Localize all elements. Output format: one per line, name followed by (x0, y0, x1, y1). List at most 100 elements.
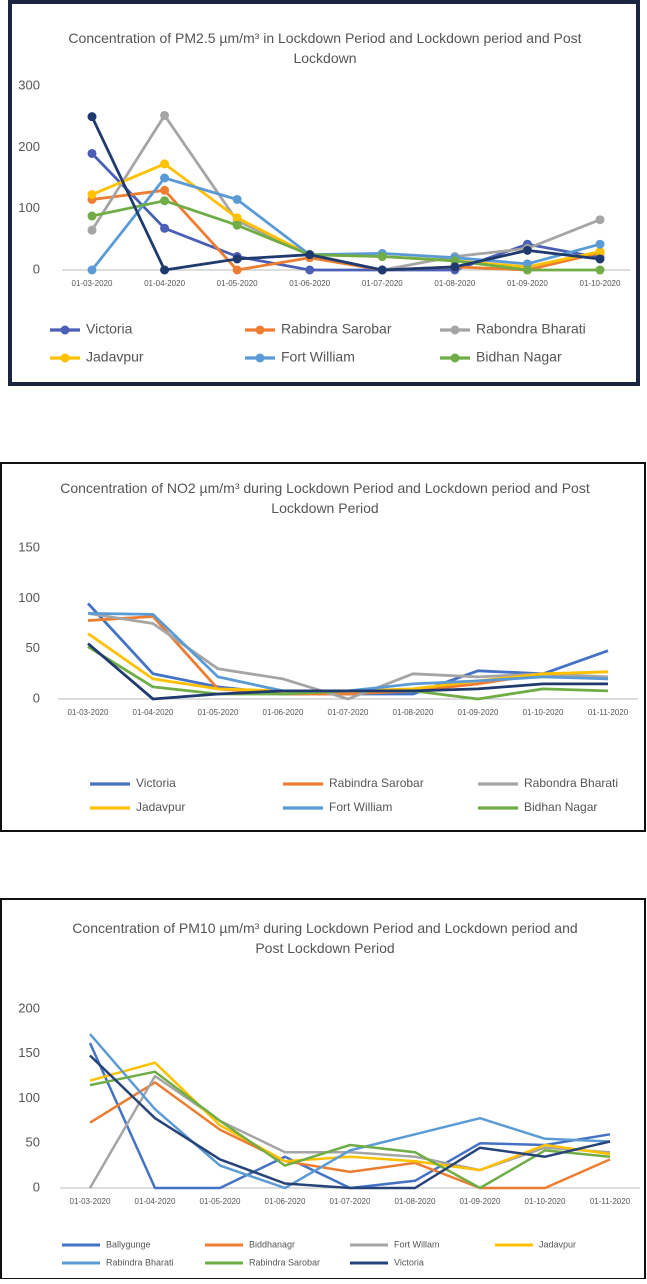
point (232, 213, 242, 223)
x-tick-label: 01-03-2020 (70, 1197, 111, 1206)
point (305, 265, 315, 275)
series-line (87, 642, 608, 701)
point (160, 265, 170, 275)
x-tick-label: 01-07-2020 (362, 279, 403, 288)
legend-label: Jadavpur (86, 349, 144, 365)
legend-label: Jadavpur (539, 1239, 576, 1249)
x-tick-label: 01-03-2020 (68, 708, 109, 717)
point (87, 190, 97, 200)
y-tick-label: 50 (26, 1135, 40, 1150)
point (160, 159, 170, 169)
x-tick-label: 01-10-2020 (525, 1197, 566, 1206)
y-tick-label: 100 (18, 200, 40, 215)
legend-label: Fort William (329, 800, 392, 814)
x-tick-label: 01-08-2020 (393, 708, 434, 717)
point (522, 265, 532, 275)
point (522, 245, 532, 255)
x-tick-label: 01-04-2020 (135, 1197, 176, 1206)
point (87, 148, 97, 158)
y-tick-label: 150 (18, 539, 40, 554)
series-line (90, 116, 601, 272)
legend-marker (450, 325, 460, 335)
point (232, 194, 242, 204)
point (377, 252, 387, 262)
point (87, 211, 97, 221)
x-tick-label: 01-10-2020 (580, 279, 621, 288)
legend-label: Victoria (394, 1257, 424, 1267)
chart-title: Concentration of PM2.5 µm/m³ in Lockdown… (68, 30, 582, 66)
point (595, 239, 605, 249)
x-tick-label: 01-11-2020 (588, 708, 629, 717)
y-tick-label: 0 (33, 690, 40, 705)
point (595, 265, 605, 275)
legend-label: Victoria (86, 321, 133, 337)
x-tick-label: 01-08-2020 (395, 1197, 436, 1206)
series-line (89, 1081, 611, 1190)
legend-label: Rabondra Bharati (476, 321, 586, 337)
point (305, 250, 315, 260)
series-line (89, 1054, 611, 1190)
point (595, 254, 605, 264)
x-tick-label: 01-06-2020 (289, 279, 330, 288)
x-tick-label: 01-08-2020 (434, 279, 475, 288)
legend-label: Bidhan Nagar (476, 349, 562, 365)
y-tick-label: 100 (18, 590, 40, 605)
point (87, 225, 97, 235)
legend-label: Rabindra Sarobar (281, 321, 392, 337)
legend-label: Biddhanagr (249, 1239, 295, 1249)
legend-marker (60, 353, 70, 363)
x-tick-label: 01-05-2020 (198, 708, 239, 717)
series-line (91, 199, 600, 272)
legend-label: Fort William (281, 349, 355, 365)
legend-label: Victoria (136, 776, 176, 790)
y-tick-label: 200 (18, 1000, 40, 1015)
x-tick-label: 01-05-2020 (200, 1197, 241, 1206)
point (232, 254, 242, 264)
chart-title: Concentration of PM10 µm/m³ during Lockd… (72, 920, 578, 956)
x-tick-label: 01-09-2020 (458, 708, 499, 717)
legend-label: Ballygunge (106, 1239, 151, 1249)
y-tick-label: 50 (26, 640, 40, 655)
series-line (88, 1074, 611, 1189)
point (160, 110, 170, 120)
x-tick-label: 01-03-2020 (72, 279, 113, 288)
point (87, 265, 97, 275)
legend-label: Bidhan Nagar (524, 800, 597, 814)
legend-marker (450, 353, 460, 363)
series-line (89, 1070, 611, 1190)
chart-title-box: Concentration of PM2.5 µm/m³ in Lockdown… (68, 30, 582, 66)
x-tick-label: 01-07-2020 (330, 1197, 371, 1206)
x-tick-label: 01-07-2020 (328, 708, 369, 717)
x-tick-label: 01-10-2020 (523, 708, 564, 717)
point (87, 112, 97, 122)
y-tick-label: 0 (33, 1179, 40, 1194)
y-tick-label: 300 (18, 77, 40, 92)
x-tick-label: 01-04-2020 (144, 279, 185, 288)
chart-title-box: Concentration of PM10 µm/m³ during Lockd… (72, 920, 578, 956)
x-tick-label: 01-05-2020 (217, 279, 258, 288)
y-tick-label: 150 (18, 1045, 40, 1060)
x-tick-label: 01-04-2020 (133, 708, 174, 717)
point (450, 262, 460, 272)
legend-label: Rabindra Sarobar (329, 776, 424, 790)
x-tick-label: 01-11-2020 (590, 1197, 631, 1206)
legend-marker (255, 325, 265, 335)
y-tick-label: 0 (33, 261, 40, 276)
legend-label: Rabondra Bharati (524, 776, 618, 790)
x-tick-label: 01-09-2020 (507, 279, 548, 288)
point (377, 265, 387, 275)
x-tick-label: 01-09-2020 (460, 1197, 501, 1206)
legend-marker (60, 325, 70, 335)
point (160, 185, 170, 195)
series-line (90, 176, 601, 271)
point (595, 247, 605, 257)
point (160, 223, 170, 233)
point (160, 173, 170, 183)
legend-label: Rabindra Bharati (106, 1257, 174, 1267)
x-tick-label: 01-06-2020 (263, 708, 304, 717)
x-tick-label: 01-06-2020 (265, 1197, 306, 1206)
legend-label: Jadavpur (136, 800, 185, 814)
y-tick-label: 200 (18, 139, 40, 154)
y-tick-label: 100 (18, 1090, 40, 1105)
series-line (89, 1033, 611, 1190)
